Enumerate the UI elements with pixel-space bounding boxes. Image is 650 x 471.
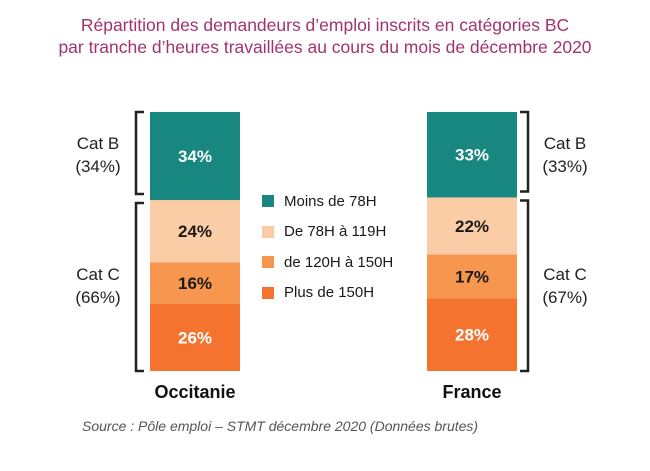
source-note: Source : Pôle emploi – STMT décembre 202…: [82, 418, 479, 434]
group-bracket: [134, 110, 144, 196]
bar-value-label: 24%: [178, 222, 212, 241]
legend-item-120-150h: de 120H à 150H: [262, 247, 393, 278]
legend-item-moins-78h: Moins de 78H: [262, 186, 393, 217]
right-cat-c-share: (67%): [542, 288, 588, 307]
category-label: Occitanie: [154, 382, 235, 402]
bar-segment: [427, 197, 517, 255]
bar-segment: [150, 112, 240, 201]
bar-value-label: 16%: [178, 274, 212, 293]
legend-label: Moins de 78H: [284, 192, 377, 210]
bar-value-label: 28%: [455, 326, 489, 345]
left-cat-c-label: Cat C (66%): [66, 263, 130, 309]
group-bracket: [520, 199, 530, 373]
legend-item-78-119h: De 78H à 119H: [262, 217, 393, 248]
left-cat-b-label: Cat B (34%): [66, 132, 130, 178]
legend-item-plus-150h: Plus de 150H: [262, 278, 393, 309]
group-bracket: [520, 110, 530, 193]
left-cat-c-name: Cat C: [76, 265, 120, 284]
legend-swatch-120-150h: [262, 256, 274, 269]
bar-segment: [150, 200, 240, 263]
bar-value-label: 33%: [455, 146, 489, 165]
legend-swatch-plus-150h: [262, 286, 274, 299]
bar-value-label: 34%: [178, 147, 212, 166]
bar-value-label: 26%: [178, 328, 212, 347]
left-cat-b-name: Cat B: [76, 134, 120, 153]
left-cat-c-share: (66%): [75, 288, 121, 307]
left-cat-b-share: (34%): [75, 157, 121, 176]
bar-segment: [427, 254, 517, 299]
bar-value-label: 17%: [455, 267, 489, 286]
category-label: France: [442, 382, 501, 402]
right-cat-c-name: Cat C: [543, 265, 587, 284]
legend-label: Plus de 150H: [284, 284, 375, 302]
legend: Moins de 78H De 78H à 119H de 120H à 150…: [262, 186, 393, 308]
right-cat-b-share: (33%): [542, 157, 588, 176]
right-cat-c-label: Cat C (67%): [533, 263, 597, 309]
legend-label: De 78H à 119H: [284, 223, 387, 241]
bar-segment: [150, 262, 240, 304]
chart-title-line-1: Répartition des demandeurs d’emploi insc…: [80, 15, 570, 35]
bar-segment: [150, 303, 240, 371]
right-cat-b-label: Cat B (33%): [533, 132, 597, 178]
group-bracket: [134, 201, 144, 373]
legend-label: de 120H à 150H: [284, 253, 394, 271]
legend-swatch-moins-78h: [262, 195, 274, 208]
chart-title-line-2: par tranche d’heures travaillées au cour…: [58, 37, 592, 57]
bar-segment: [427, 112, 517, 198]
bar-value-label: 22%: [455, 217, 489, 236]
legend-swatch-78-119h: [262, 225, 274, 238]
right-cat-b-name: Cat B: [543, 134, 587, 153]
bar-segment: [427, 298, 517, 371]
